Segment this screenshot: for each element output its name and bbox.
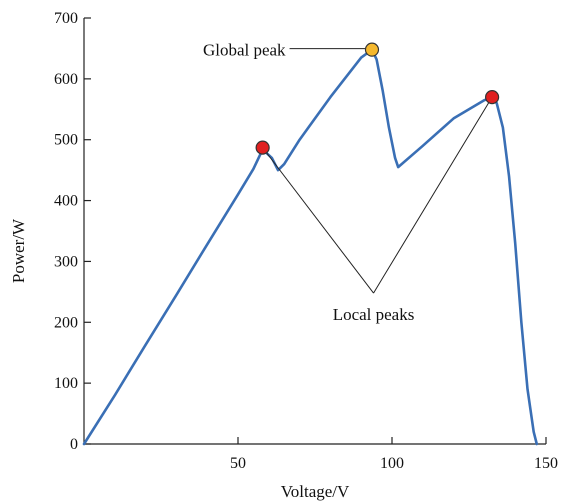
x-tick-label: 50 xyxy=(230,455,246,472)
axes: 0 100 200 300 400 500 600 700 50 100 150 xyxy=(54,10,558,472)
peak-marker xyxy=(255,140,270,155)
x-axis-title: Voltage/V xyxy=(281,482,350,501)
y-tick-label: 100 xyxy=(54,375,78,392)
series-line-0 xyxy=(82,48,539,446)
y-tick-label: 400 xyxy=(54,193,78,210)
y-tick-label: 500 xyxy=(54,132,78,149)
peak-marker xyxy=(485,90,500,105)
y-tick-label: 0 xyxy=(70,436,78,453)
x-tick-label: 100 xyxy=(380,455,404,472)
y-tick-label: 200 xyxy=(54,314,78,331)
y-tick-label: 600 xyxy=(54,71,78,88)
annotation-leader-line xyxy=(373,96,493,294)
marker-layer xyxy=(255,42,500,155)
y-axis-title: Power/W xyxy=(9,218,28,283)
annotation-layer: Global peak Local peaks xyxy=(203,41,493,324)
peak-marker xyxy=(364,42,380,57)
y-tick-label: 300 xyxy=(54,253,78,270)
annotation-label: Local peaks xyxy=(333,305,415,324)
x-tick-label: 150 xyxy=(534,455,558,472)
annotation-label: Global peak xyxy=(203,41,286,60)
y-tick-label: 700 xyxy=(54,10,78,27)
series-layer xyxy=(82,48,539,446)
annotation-leader-line xyxy=(262,147,374,294)
